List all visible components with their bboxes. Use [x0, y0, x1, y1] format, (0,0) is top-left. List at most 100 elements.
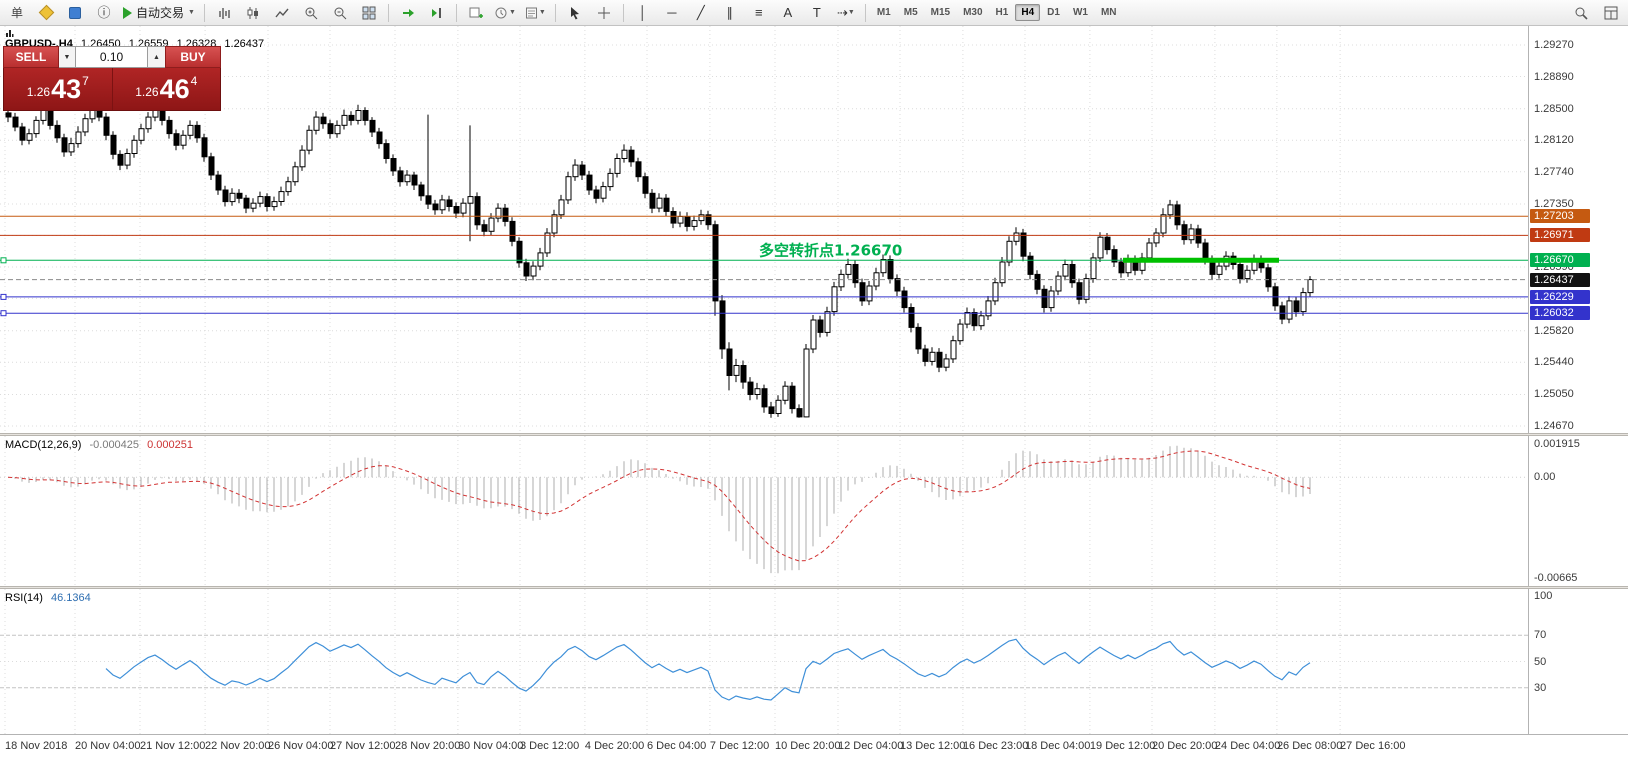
- text-tool[interactable]: A: [774, 2, 802, 24]
- price-badge-1.26670: 1.26670: [1530, 253, 1590, 268]
- buy-button[interactable]: BUY: [165, 46, 221, 68]
- time-axis-label: 16 Dec 23:00: [962, 740, 1029, 752]
- tile-windows-button[interactable]: [355, 2, 383, 24]
- info-button[interactable]: ⓘ: [90, 2, 118, 24]
- bar-chart-icon: [219, 7, 230, 19]
- main-chart-plot[interactable]: GBPUSD-,H4 1.26450 1.26559 1.26328 1.264…: [0, 26, 1528, 433]
- zoom-in-button[interactable]: [297, 2, 325, 24]
- rsi-axis-label: 50: [1534, 655, 1547, 668]
- timeframe-button-M30[interactable]: M30: [963, 7, 983, 18]
- rsi-plot[interactable]: RSI(14) 46.1364: [0, 589, 1528, 734]
- mql-community-button[interactable]: [32, 2, 60, 24]
- line-chart-button[interactable]: [268, 2, 296, 24]
- arrows-tool[interactable]: ⇢ ▼: [832, 2, 860, 24]
- line-anchor[interactable]: [0, 257, 7, 264]
- rsi-header: RSI(14) 46.1364: [5, 592, 91, 604]
- chevron-down-icon: ▼: [847, 9, 855, 16]
- line-anchor[interactable]: [0, 310, 7, 317]
- profiles-button[interactable]: ▼: [491, 2, 520, 24]
- chevron-down-icon: ▼: [188, 9, 195, 16]
- price-axis-label: 1.25050: [1534, 388, 1574, 401]
- auto-scroll-icon: [402, 8, 414, 17]
- chevron-up-icon: ▲: [153, 53, 160, 61]
- time-axis-label: 10 Dec 20:00: [775, 740, 841, 752]
- templates-button[interactable]: ▼: [521, 2, 550, 24]
- chart-shift-button[interactable]: [423, 2, 451, 24]
- timeframe-button-MN[interactable]: MN: [1100, 7, 1117, 18]
- price-axis-label: 1.25820: [1534, 324, 1574, 337]
- price-badge-1.26437: 1.26437: [1530, 272, 1590, 287]
- macd-axis[interactable]: 0.001915 0.00 -0.00665: [1528, 436, 1628, 586]
- tile-windows-icon: [362, 6, 376, 19]
- time-axis-label: 4 Dec 20:00: [584, 740, 645, 752]
- timeframe-button-H1[interactable]: H1: [995, 7, 1009, 18]
- candlestick-chart[interactable]: 多空转折点1.26670: [0, 26, 1528, 433]
- rsi-axis-label: 100: [1534, 590, 1553, 602]
- candles: [5, 100, 1314, 418]
- text-label-tool[interactable]: T: [803, 2, 831, 24]
- search-button[interactable]: [1567, 2, 1595, 24]
- toolbar-separator: [387, 3, 389, 22]
- cursor-button[interactable]: [561, 2, 589, 24]
- price-axis[interactable]: 1.29270 1.28890 1.28500 1.28120 1.27740 1.273…: [1528, 26, 1628, 433]
- timeframe-button-H4[interactable]: H4: [1015, 4, 1041, 21]
- chart-annotation[interactable]: 多空转折点1.26670: [759, 241, 902, 259]
- time-axis-label: 6 Dec 04:00: [646, 740, 707, 752]
- time-axis-label: 27 Dec 16:00: [1340, 740, 1406, 752]
- candlestick-chart-button[interactable]: [239, 2, 267, 24]
- timeframe-button-M1[interactable]: M1: [876, 7, 891, 18]
- timeframe-button-D1[interactable]: D1: [1047, 7, 1060, 18]
- timeframe-button-M5[interactable]: M5: [903, 7, 918, 18]
- fibonacci-icon: ≡: [755, 5, 763, 20]
- cursor-icon: [570, 6, 579, 19]
- new-order-button[interactable]: 单: [3, 2, 31, 24]
- trendline-tool[interactable]: ╱: [687, 2, 715, 24]
- volume-increase-button[interactable]: ▲: [148, 46, 165, 68]
- volume-dropdown-button[interactable]: ▼: [59, 46, 76, 68]
- channel-tool[interactable]: ∥: [716, 2, 744, 24]
- autotrading-button[interactable]: 自动交易 ▼: [119, 2, 199, 24]
- macd-chart[interactable]: [0, 436, 1528, 586]
- text-tool-icon: A: [783, 5, 793, 20]
- macd-axis-label: 0.001915: [1534, 438, 1580, 450]
- text-label-icon: T: [812, 5, 821, 20]
- rsi-axis[interactable]: 100 70 50 30: [1528, 589, 1628, 734]
- arrows-icon: ⇢: [836, 5, 848, 20]
- rsi-chart[interactable]: [0, 589, 1528, 734]
- auto-scroll-button[interactable]: [394, 2, 422, 24]
- main-price-panel: GBPUSD-,H4 1.26450 1.26559 1.26328 1.264…: [0, 26, 1628, 433]
- bar-chart-button[interactable]: [210, 2, 238, 24]
- price-axis-label: 1.29270: [1534, 39, 1574, 52]
- new-chart-button[interactable]: [462, 2, 490, 24]
- zoom-out-button[interactable]: [326, 2, 354, 24]
- window-layout-icon: [1604, 6, 1618, 19]
- channel-icon: ∥: [726, 5, 734, 20]
- sell-button[interactable]: SELL: [3, 46, 59, 68]
- buy-label: BUY: [180, 50, 206, 64]
- rsi-axis-label: 30: [1534, 681, 1547, 694]
- time-axis-label: 21 Nov 12:00: [139, 740, 206, 752]
- sell-price[interactable]: 1.26 43 7: [4, 68, 112, 110]
- buy-price-sup: 4: [190, 74, 198, 88]
- horizontal-line-icon: ─: [667, 5, 677, 20]
- volume-input[interactable]: [76, 46, 148, 68]
- horizontal-line-tool[interactable]: ─: [658, 2, 686, 24]
- panel-splitter[interactable]: [0, 586, 1628, 589]
- vertical-line-tool[interactable]: │: [629, 2, 657, 24]
- market-button[interactable]: [61, 2, 89, 24]
- crosshair-button[interactable]: y="7" r="2.5" stroke="#555" fill="none"/…: [590, 2, 618, 24]
- timeframe-button-M15[interactable]: M15: [930, 7, 951, 18]
- chart-window: GBPUSD-,H4 1.26450 1.26559 1.26328 1.264…: [0, 26, 1628, 772]
- fibonacci-tool[interactable]: ≡: [745, 2, 773, 24]
- price-axis-label: 1.24670: [1534, 419, 1574, 432]
- buy-price[interactable]: 1.26 46 4: [111, 68, 221, 110]
- macd-main-value: -0.000425: [89, 439, 140, 451]
- window-layout-button[interactable]: [1597, 2, 1625, 24]
- line-anchor[interactable]: [0, 293, 7, 300]
- candlestick-icon: [247, 6, 258, 19]
- search-icon: [1575, 7, 1588, 20]
- macd-plot[interactable]: MACD(12,26,9) -0.000425 0.000251: [0, 436, 1528, 586]
- timeframe-button-W1[interactable]: W1: [1072, 7, 1088, 18]
- panel-splitter[interactable]: [0, 433, 1628, 436]
- time-axis[interactable]: 18 Nov 2018 20 Nov 04:00 21 Nov 12:00 22 No…: [0, 734, 1628, 772]
